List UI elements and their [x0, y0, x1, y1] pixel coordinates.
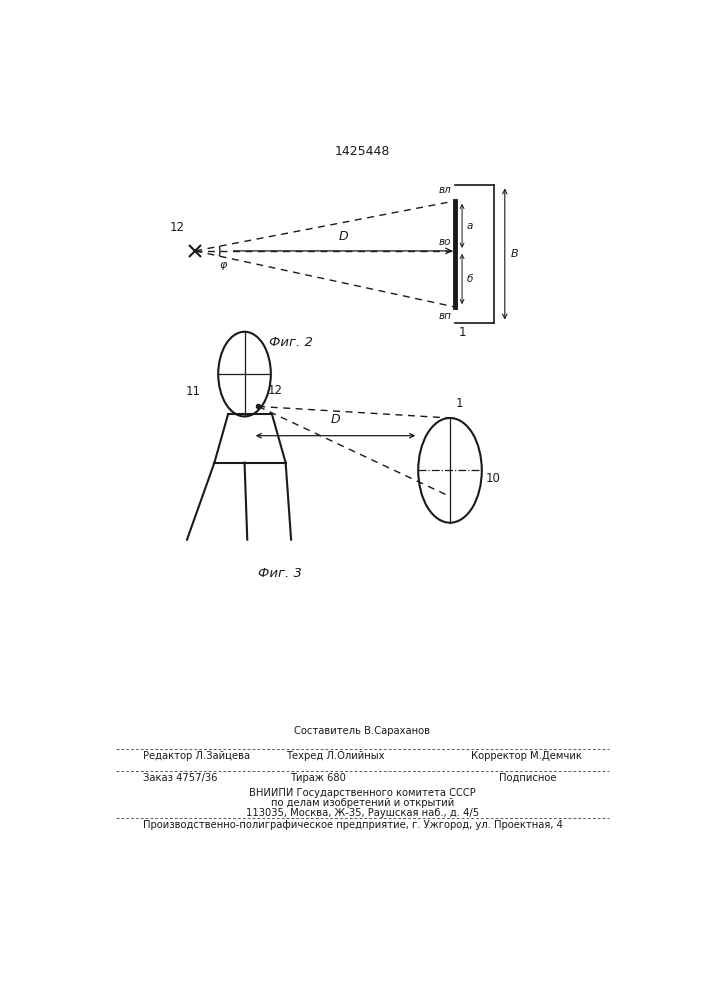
Text: Подписное: Подписное: [499, 773, 557, 783]
Text: Корректор М.Демчик: Корректор М.Демчик: [471, 751, 582, 761]
Text: 1: 1: [458, 326, 466, 339]
Text: 12: 12: [169, 221, 185, 234]
Text: вп: вп: [438, 311, 451, 321]
Text: 113035, Москва, Ж-35, Раушская наб., д. 4/5: 113035, Москва, Ж-35, Раушская наб., д. …: [246, 808, 479, 818]
Text: Заказ 4757/36: Заказ 4757/36: [144, 773, 218, 783]
Text: ВНИИПИ Государственного комитета СССР: ВНИИПИ Государственного комитета СССР: [249, 788, 476, 798]
Text: 12: 12: [268, 384, 283, 397]
Text: по делам изобретений и открытий: по делам изобретений и открытий: [271, 798, 454, 808]
Text: D: D: [331, 413, 340, 426]
Text: 11: 11: [186, 385, 201, 398]
Text: 1425448: 1425448: [334, 145, 390, 158]
Text: 1: 1: [455, 397, 463, 410]
Text: а: а: [467, 221, 473, 231]
Text: D: D: [339, 230, 348, 243]
Text: 10: 10: [486, 472, 501, 485]
Text: Фиг. 3: Фиг. 3: [258, 567, 302, 580]
Text: во: во: [438, 237, 451, 247]
Text: б: б: [467, 274, 473, 284]
Text: Производственно-полиграфическое предприятие, г. Ужгород, ул. Проектная, 4: Производственно-полиграфическое предприя…: [144, 820, 563, 830]
Text: Составитель В.Сараханов: Составитель В.Сараханов: [294, 726, 431, 736]
Text: Тираж 680: Тираж 680: [291, 773, 346, 783]
Text: $\varphi$: $\varphi$: [219, 260, 228, 272]
Text: Техред Л.Олийных: Техред Л.Олийных: [286, 751, 384, 761]
Text: В: В: [510, 249, 518, 259]
Text: Фиг. 2: Фиг. 2: [269, 336, 313, 349]
Text: Редактор Л.Зайцева: Редактор Л.Зайцева: [144, 751, 250, 761]
Text: вл: вл: [438, 185, 451, 195]
